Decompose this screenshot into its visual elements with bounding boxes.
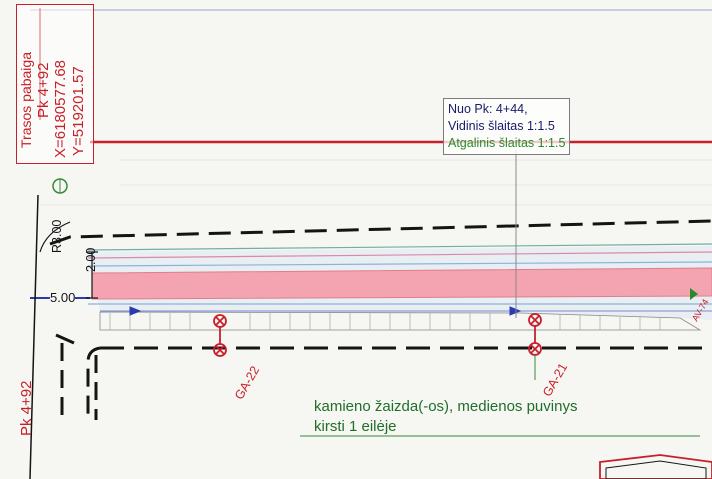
trace-end-x-coord: X=6180577.68 [52,59,69,158]
pink-road-band [91,267,712,300]
station-label-left: Pk 4+92 [18,380,35,436]
background-grid [40,159,712,206]
parcel-inner [605,460,707,479]
trace-end-title: Trasos pabaiga [18,52,34,148]
dimension-2-line [86,251,98,299]
lower-dashed-corner [86,346,101,420]
road-edge-lines [87,243,712,305]
edge-marker [690,288,698,300]
offset-label: 5.00 [50,290,76,305]
damage-leader-lines [300,355,700,437]
tree-ga-22-symbol [213,314,227,357]
upper-dashed-edge [49,219,712,246]
parcel-outline [599,454,712,479]
radius-arc [39,221,71,253]
station-vertical-line [29,194,39,479]
slope-note-line3: Atgalinis šlaitas 1:1.5 [448,136,566,150]
damage-note-line2: kirsti 1 eilėje [314,418,397,435]
radius-label: R3.00 [50,219,64,253]
station-marker [52,178,68,194]
slope-note-line2: Vidinis šlaitas 1:1.5 [448,119,555,133]
hatched-shoulder [99,311,702,331]
trace-end-box [16,4,94,164]
axis-arrows [30,297,712,316]
left-dashed-short [55,333,75,345]
damage-note-line1: kamieno žaizda(-os), medienos puvinys [314,398,578,415]
trace-end-station: Pk 4+92 [35,62,52,118]
trace-end-y-coord: Y=519201.57 [70,66,87,156]
width-label: 2.00 [84,247,98,272]
slope-note: Nuo Pk: 4+44, Vidinis šlaitas 1:1.5 Atga… [443,98,571,155]
slope-note-line1: Nuo Pk: 4+44, [448,102,528,116]
